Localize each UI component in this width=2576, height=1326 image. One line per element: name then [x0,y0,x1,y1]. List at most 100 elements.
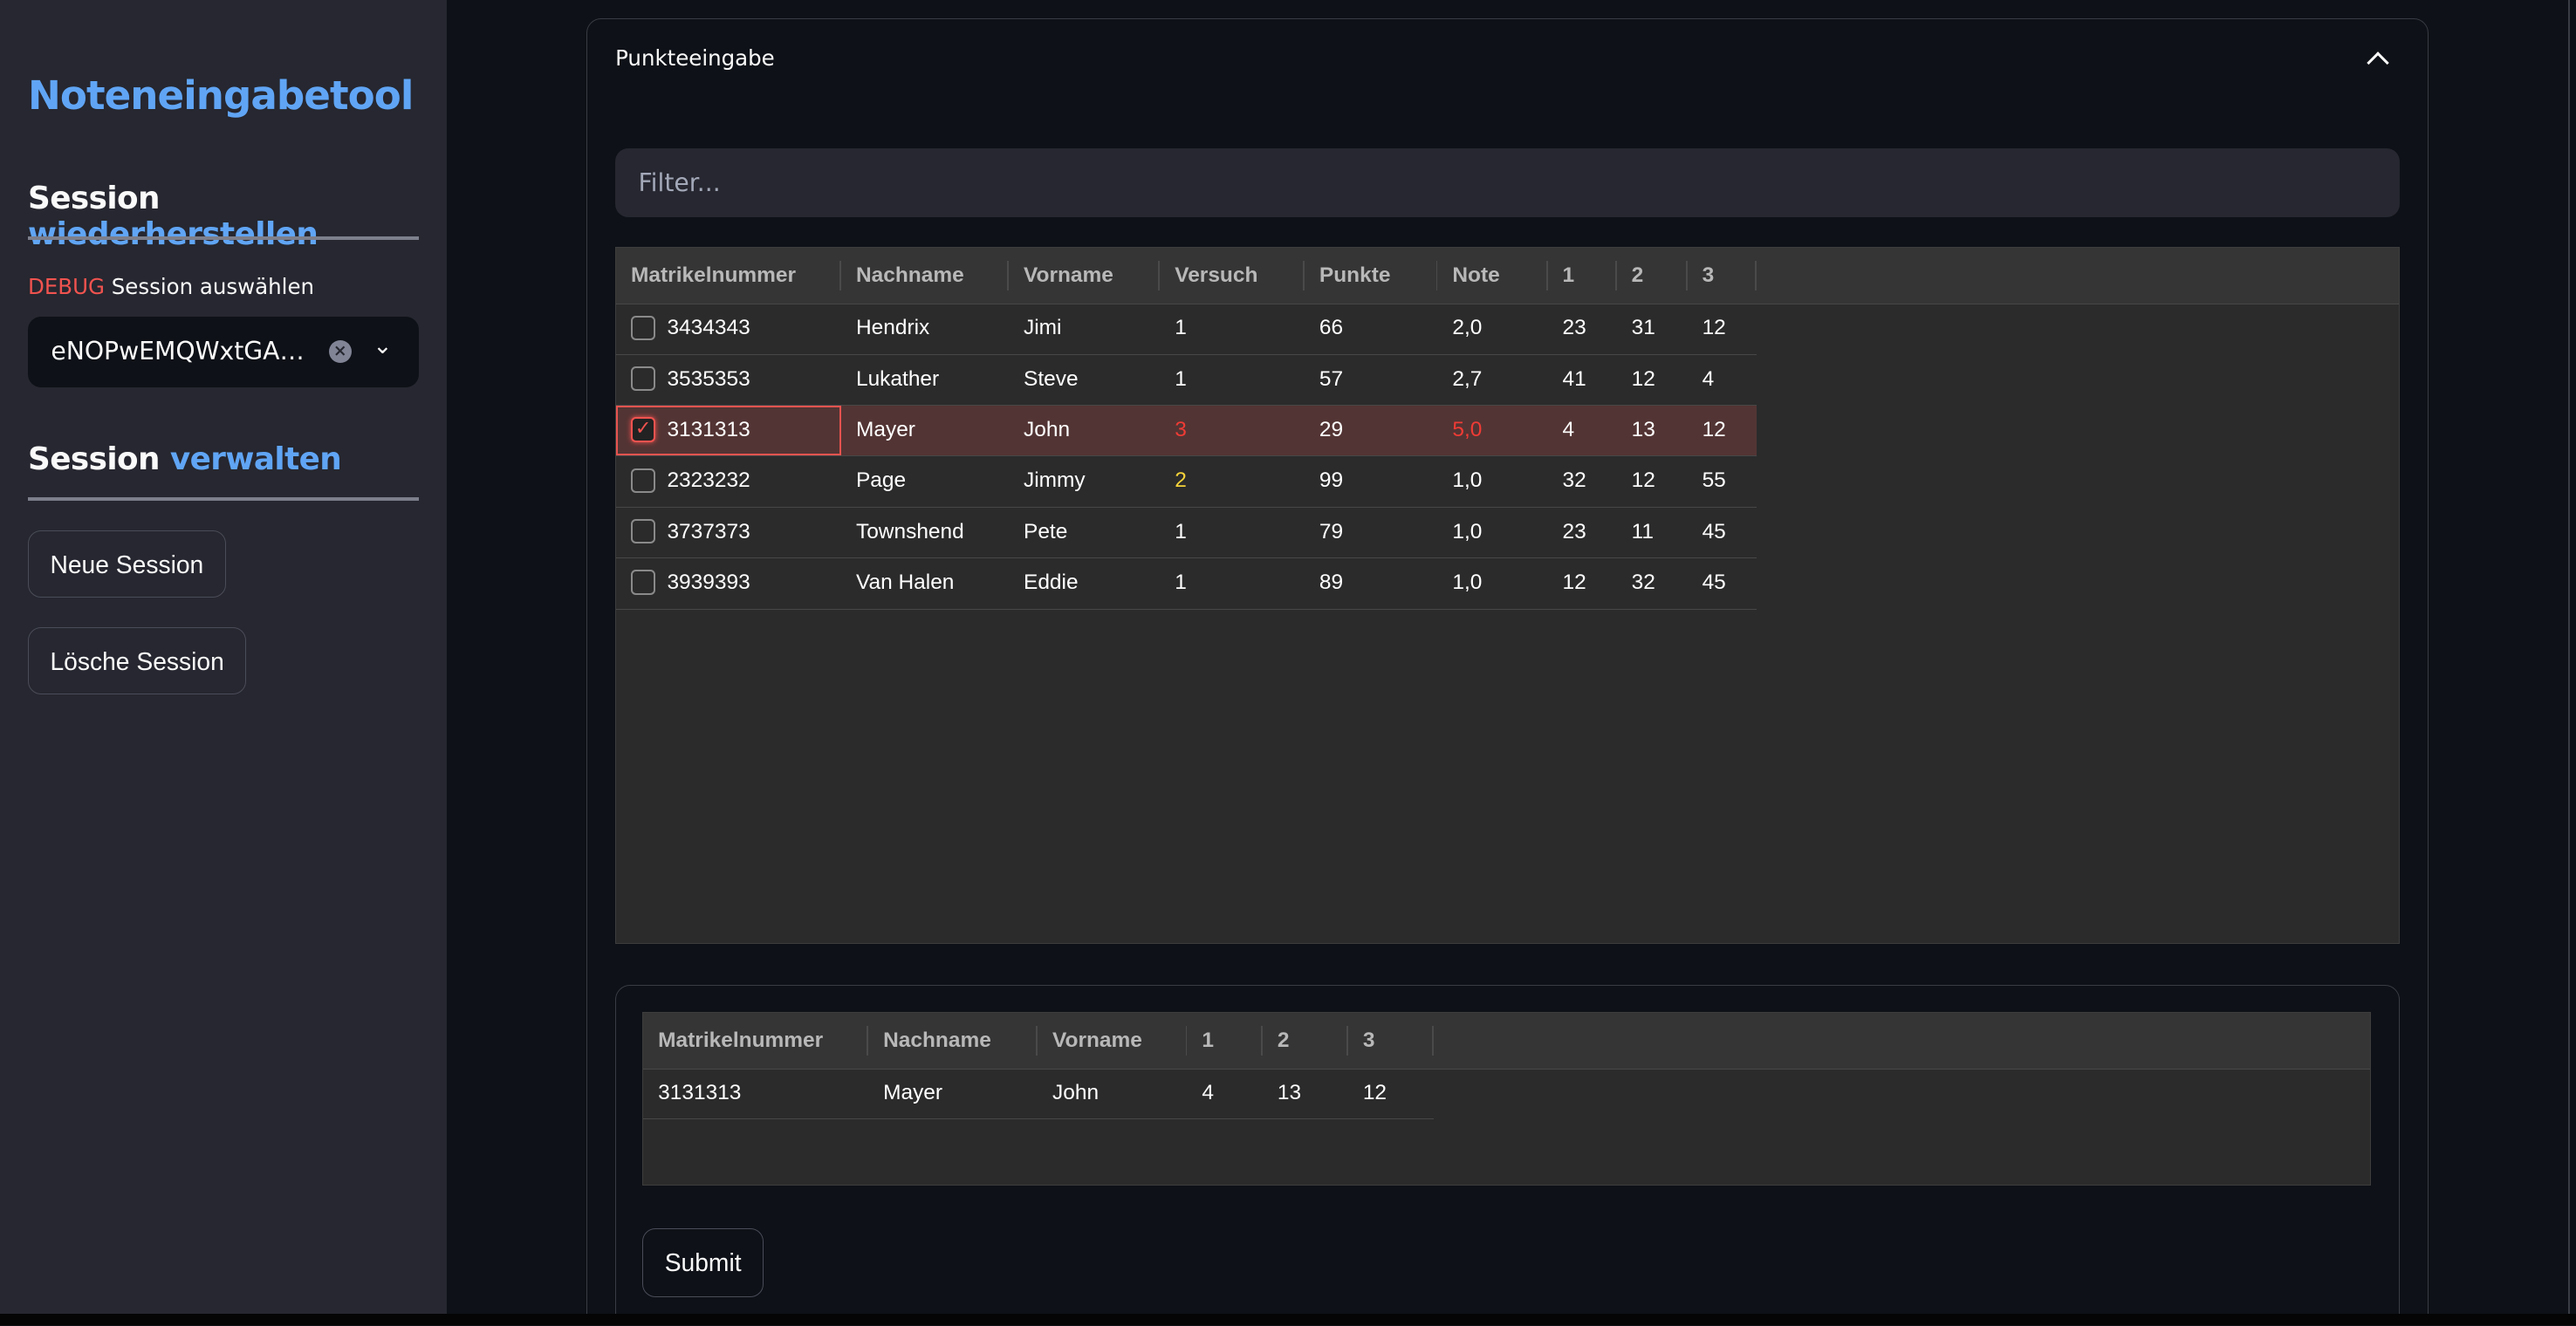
table-row[interactable]: 3535353 Lukather Steve 1 57 2,7 41 12 4 [616,355,1757,407]
table-cell[interactable]: 3434343 [667,316,750,340]
session-select[interactable]: eNOPwEMQWxtGA… × ⌄ [28,317,420,388]
table-cell[interactable]: Mayer [883,1080,943,1104]
table-cell[interactable]: 12 [1362,1080,1387,1104]
table-cell[interactable]: 2,0 [1452,316,1483,340]
table-cell[interactable]: Jimi [1024,316,1062,340]
table-cell[interactable]: 41 [1562,366,1586,391]
filter-input[interactable] [615,148,2400,218]
table-cell[interactable]: 12 [1631,468,1655,493]
table-cell[interactable]: 12 [1631,366,1655,391]
table-cell[interactable]: 29 [1319,418,1344,442]
table-cell[interactable]: 2 [1175,468,1187,493]
column-header[interactable]: Matrikelnummer [616,248,842,304]
table-cell[interactable]: 79 [1319,519,1344,543]
table-row[interactable]: 3939393 Van Halen Eddie 1 89 1,0 12 32 45 [616,558,1757,610]
row-checkbox[interactable] [631,570,656,595]
table-cell[interactable]: 66 [1319,316,1344,340]
session-select-label: DEBUG Session auswählen [28,274,314,299]
table-cell[interactable]: Lukather [855,366,940,391]
table-cell[interactable]: 1 [1175,316,1187,340]
table-cell[interactable]: John [1052,1080,1100,1104]
table-cell[interactable]: 4 [1202,1080,1214,1104]
table-cell[interactable]: 3737373 [667,519,750,543]
column-header[interactable]: Nachname [868,1013,1038,1069]
table-row[interactable]: 3131313 Mayer John 4 13 12 [643,1069,1434,1120]
column-header[interactable]: 2 [1263,1013,1348,1069]
table-row[interactable]: 3737373 Townshend Pete 1 79 1,0 23 11 45 [616,508,1757,559]
submit-button[interactable]: Submit [642,1228,764,1298]
table-cell[interactable]: 2,7 [1452,366,1483,391]
row-checkbox[interactable]: ✓ [631,417,656,442]
table-cell[interactable]: 12 [1562,571,1586,595]
table-cell[interactable]: 1,0 [1452,571,1483,595]
table-cell[interactable]: 23 [1562,519,1586,543]
table-cell[interactable]: 1 [1175,571,1187,595]
table-cell[interactable]: 45 [1702,571,1726,595]
table-row[interactable]: 3131313 Mayer John 3 29 5,0 4 13 12 ✓ [616,406,1757,457]
new-session-button[interactable]: Neue Session [28,530,226,598]
row-checkbox[interactable] [631,468,656,493]
column-header[interactable]: 3 [1688,248,1757,304]
chevron-up-icon[interactable] [2367,51,2389,74]
table-cell[interactable]: 45 [1702,519,1726,543]
table-cell[interactable]: 31 [1631,316,1655,340]
table-cell[interactable]: 3939393 [667,571,750,595]
table-cell[interactable]: 3131313 [667,418,750,442]
table-cell[interactable]: Hendrix [855,316,930,340]
table-row[interactable]: 3434343 Hendrix Jimi 1 66 2,0 23 31 12 [616,304,1757,355]
table-cell[interactable]: 5,0 [1452,418,1483,442]
students-table: Matrikelnummer Nachname Vorname Versuch Punk… [615,247,2400,944]
table-cell[interactable]: Townshend [855,519,964,543]
table-cell[interactable]: Van Halen [855,571,955,595]
table-cell[interactable]: 12 [1702,418,1726,442]
table-cell[interactable]: 32 [1631,571,1655,595]
row-checkbox[interactable] [631,315,656,340]
column-header[interactable]: Matrikelnummer [643,1013,869,1069]
table-row[interactable]: 2323232 Page Jimmy 2 99 1,0 32 12 55 [616,456,1757,508]
table-cell[interactable]: 1,0 [1452,468,1483,493]
table-cell[interactable]: 3131313 [658,1080,742,1104]
table-cell[interactable]: Jimmy [1024,468,1086,493]
table-cell[interactable]: John [1024,418,1071,442]
table-cell[interactable]: 89 [1319,571,1344,595]
table-cell[interactable]: 11 [1631,519,1655,543]
table-cell[interactable]: 1 [1175,366,1187,391]
divider [28,497,420,502]
table-cell[interactable]: 13 [1631,418,1655,442]
table-cell[interactable]: 4 [1702,366,1715,391]
table-cell[interactable]: 1 [1175,519,1187,543]
chevron-down-icon[interactable]: ⌄ [373,333,393,360]
table-cell[interactable]: 4 [1562,418,1575,442]
column-header[interactable]: 1 [1548,248,1617,304]
table-cell[interactable]: Pete [1024,519,1068,543]
delete-session-button[interactable]: Lösche Session [28,627,247,695]
table-cell[interactable]: Mayer [855,418,915,442]
table-cell[interactable]: 1,0 [1452,519,1483,543]
expander-title[interactable]: Punkteeingabe [615,44,775,71]
column-header[interactable]: Vorname [1009,248,1161,304]
table-cell[interactable]: 3 [1175,418,1187,442]
column-header[interactable]: 3 [1348,1013,1434,1069]
row-checkbox[interactable] [631,366,656,392]
table-cell[interactable]: Steve [1024,366,1079,391]
table-cell[interactable]: 3535353 [667,366,750,391]
column-header[interactable]: Nachname [841,248,1010,304]
row-checkbox[interactable] [631,519,656,544]
table-cell[interactable]: 2323232 [667,468,750,493]
table-cell[interactable]: 12 [1702,316,1726,340]
column-header[interactable]: Note [1437,248,1548,304]
table-cell[interactable]: 13 [1277,1080,1302,1104]
column-header[interactable]: Versuch [1160,248,1305,304]
column-header[interactable]: 2 [1617,248,1688,304]
table-cell[interactable]: Page [855,468,907,493]
table-cell[interactable]: Eddie [1024,571,1079,595]
clear-icon[interactable]: × [328,339,352,364]
column-header[interactable]: Punkte [1305,248,1438,304]
table-cell[interactable]: 55 [1702,468,1726,493]
table-cell[interactable]: 99 [1319,468,1344,493]
column-header[interactable]: 1 [1187,1013,1263,1069]
table-cell[interactable]: 57 [1319,366,1344,391]
table-cell[interactable]: 32 [1562,468,1586,493]
table-cell[interactable]: 23 [1562,316,1586,340]
column-header[interactable]: Vorname [1038,1013,1188,1069]
